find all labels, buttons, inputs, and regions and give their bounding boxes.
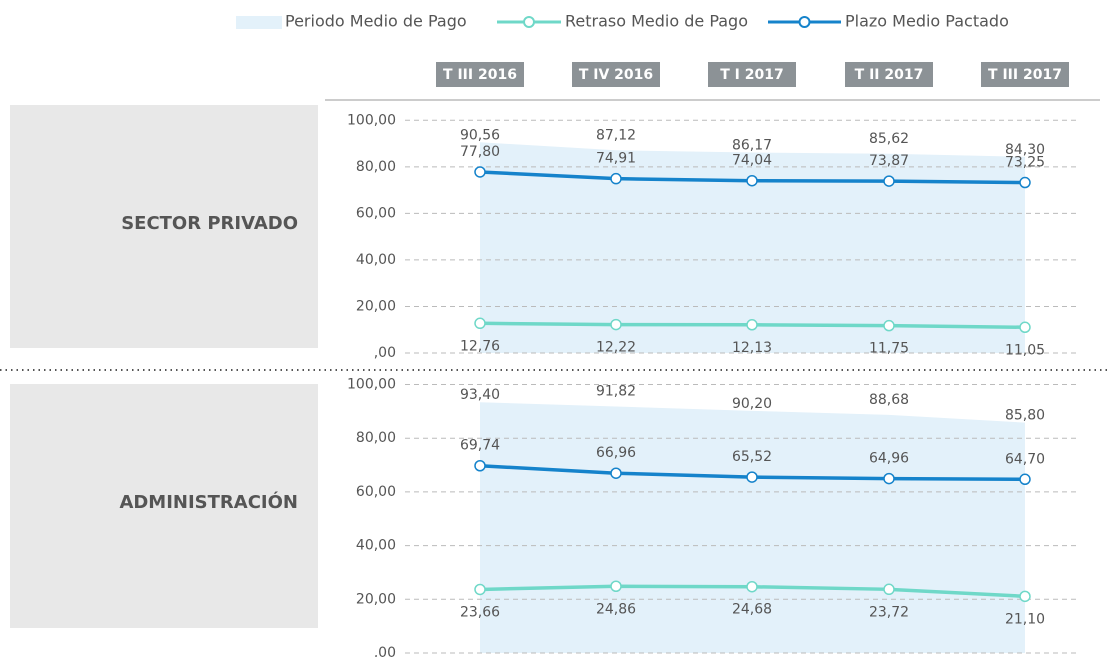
point bbox=[883, 319, 895, 332]
panel-title: SECTOR PRIVADO bbox=[121, 213, 298, 234]
data-label: 12,13 bbox=[732, 340, 772, 356]
data-label: 64,70 bbox=[1005, 451, 1045, 467]
legend-label: Plazo Medio Pactado bbox=[845, 12, 1009, 31]
legend-label: Periodo Medio de Pago bbox=[285, 12, 467, 31]
category-box bbox=[708, 62, 796, 87]
data-label: 84,30 bbox=[1005, 142, 1045, 158]
y-tick-label: 100,00 bbox=[347, 377, 396, 393]
category-label: T II 2017 bbox=[855, 67, 924, 83]
point bbox=[474, 166, 486, 178]
data-label: 85,80 bbox=[1005, 408, 1045, 424]
data-label: 23,66 bbox=[460, 604, 500, 620]
data-label: 73,87 bbox=[869, 153, 909, 169]
data-label: 74,91 bbox=[596, 151, 636, 167]
data-label: 88,68 bbox=[869, 392, 909, 408]
data-label: 11,75 bbox=[869, 341, 909, 357]
y-tick-label: 20,00 bbox=[356, 591, 396, 607]
data-label: 85,62 bbox=[869, 131, 909, 147]
data-label: 93,40 bbox=[460, 387, 500, 403]
point bbox=[474, 583, 486, 596]
y-tick-label: 20,00 bbox=[356, 298, 396, 314]
point bbox=[610, 467, 622, 479]
point bbox=[746, 580, 758, 593]
legend-marker bbox=[523, 16, 535, 28]
data-label: 23,72 bbox=[869, 604, 909, 620]
data-label: 69,74 bbox=[460, 438, 500, 454]
point bbox=[746, 471, 758, 483]
point bbox=[610, 580, 622, 593]
y-tick-label: 80,00 bbox=[356, 430, 396, 446]
category-box bbox=[436, 62, 524, 87]
point bbox=[883, 472, 895, 485]
data-label: 86,17 bbox=[732, 137, 772, 153]
category-box bbox=[572, 62, 660, 87]
point bbox=[1019, 176, 1031, 189]
data-label: 12,22 bbox=[596, 340, 636, 356]
y-tick-label: 100,00 bbox=[347, 112, 396, 128]
data-label: 24,68 bbox=[732, 602, 772, 618]
y-tick-label: 40,00 bbox=[356, 252, 396, 268]
data-label: 65,52 bbox=[732, 449, 772, 465]
legend-marker bbox=[798, 16, 811, 28]
point bbox=[610, 172, 622, 185]
point bbox=[883, 583, 895, 596]
panel-label-box bbox=[10, 105, 318, 348]
panel-title: ADMINISTRACIÓN bbox=[119, 491, 298, 513]
point bbox=[610, 318, 622, 331]
y-tick-label: 60,00 bbox=[356, 205, 396, 221]
point bbox=[474, 459, 486, 472]
data-label: 66,96 bbox=[596, 445, 636, 461]
category-label: T I 2017 bbox=[720, 67, 783, 83]
category-label: T IV 2016 bbox=[579, 67, 653, 83]
data-label: 87,12 bbox=[596, 127, 636, 143]
y-tick-label: 80,00 bbox=[356, 159, 396, 175]
point bbox=[1019, 590, 1031, 603]
data-label: 24,86 bbox=[596, 601, 636, 617]
point bbox=[746, 319, 758, 331]
y-tick-label: 40,00 bbox=[356, 538, 396, 554]
y-tick-label: ,00 bbox=[374, 645, 396, 657]
y-tick-label: 60,00 bbox=[356, 484, 396, 500]
data-label: 77,80 bbox=[460, 144, 500, 160]
category-label: T III 2016 bbox=[443, 67, 517, 83]
y-tick-label: ,00 bbox=[374, 345, 396, 361]
point bbox=[474, 317, 486, 330]
data-label: 73,25 bbox=[1005, 155, 1045, 171]
data-label: 21,10 bbox=[1005, 611, 1045, 627]
point bbox=[746, 174, 758, 187]
data-label: 64,96 bbox=[869, 451, 909, 467]
point bbox=[883, 175, 895, 187]
category-box bbox=[845, 62, 933, 87]
category-label: T III 2017 bbox=[988, 67, 1062, 83]
data-label: 90,20 bbox=[732, 396, 772, 412]
data-label: 12,76 bbox=[460, 338, 500, 354]
category-box bbox=[981, 62, 1069, 87]
point bbox=[1019, 473, 1031, 486]
panel-label-box bbox=[10, 384, 318, 628]
legend-label: Retraso Medio de Pago bbox=[565, 12, 748, 31]
legend-swatch bbox=[236, 16, 282, 29]
area bbox=[480, 142, 1025, 353]
point bbox=[1019, 321, 1031, 334]
data-label: 90,56 bbox=[460, 127, 500, 143]
data-label: 74,04 bbox=[732, 153, 772, 169]
data-label: 91,82 bbox=[596, 383, 636, 399]
data-label: 11,05 bbox=[1005, 342, 1045, 358]
